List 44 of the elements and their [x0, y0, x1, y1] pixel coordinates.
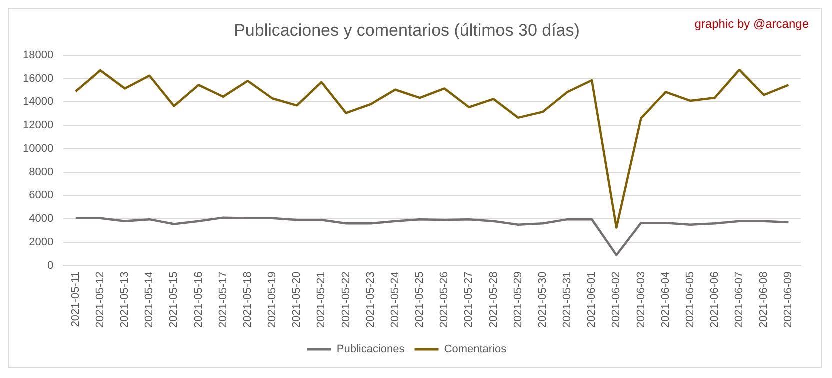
legend-label: Publicaciones — [336, 344, 406, 356]
x-tick-label: 2021-05-22 — [340, 272, 352, 328]
text: graphic by @arcange — [694, 17, 809, 31]
x-tick-label: 2021-05-25 — [414, 272, 426, 328]
x-tick-label: 2021-05-18 — [242, 272, 254, 328]
x-tick-label: 2021-06-03 — [635, 272, 648, 328]
x-tick-label: 2021-05-30 — [536, 272, 549, 328]
y-tick-label: 10000 — [22, 142, 54, 155]
x-tick-label: 2021-05-13 — [119, 272, 132, 328]
y-tick-label: 16000 — [22, 72, 54, 85]
y-tick-label: 6000 — [29, 190, 54, 202]
x-tick-label: 2021-06-08 — [758, 272, 770, 328]
chart-title: Publicaciones y comentarios (últimos 30 días) — [234, 20, 580, 40]
x-tick-label: 2021-06-07 — [734, 272, 746, 328]
x-tick-label: 2021-05-15 — [168, 272, 180, 328]
y-tick-label: 12000 — [22, 120, 54, 132]
x-tick-label: 2021-05-20 — [291, 272, 304, 328]
y-tick-label: 8000 — [29, 166, 54, 178]
x-tick-label: 2021-05-16 — [192, 272, 205, 328]
x-tick-label: 2021-05-17 — [217, 272, 230, 328]
x-tick-label: 2021-06-06 — [709, 272, 721, 328]
x-tick-label: 2021-05-23 — [364, 272, 377, 328]
x-tick-label: 2021-06-09 — [782, 272, 795, 328]
x-tick-label: 2021-05-28 — [488, 272, 500, 328]
x-tick-label: 2021-06-05 — [684, 272, 696, 328]
x-tick-label: 2021-05-19 — [266, 272, 279, 328]
x-tick-label: 2021-05-11 — [70, 272, 82, 328]
x-tick-label: 2021-05-24 — [389, 272, 402, 328]
legend-label: Comentarios — [444, 344, 508, 356]
y-tick-label: 18000 — [22, 49, 54, 62]
x-tick-label: 2021-05-31 — [562, 272, 574, 328]
x-tick-label: 2021-06-04 — [660, 272, 672, 328]
x-tick-label: 2021-05-21 — [316, 272, 328, 328]
y-tick-label: 2000 — [29, 236, 54, 248]
x-tick-label: 2021-05-26 — [438, 272, 451, 328]
x-tick-label: 2021-05-29 — [512, 272, 524, 328]
x-tick-label: 2021-06-02 — [610, 272, 623, 328]
y-tick-label: 14000 — [22, 96, 54, 108]
y-tick-label: 4000 — [29, 213, 54, 226]
x-tick-label: 2021-05-14 — [144, 272, 156, 328]
y-tick-label: 0 — [47, 260, 54, 272]
x-tick-label: 2021-05-12 — [94, 272, 106, 328]
x-tick-label: 2021-06-01 — [586, 272, 598, 328]
x-tick-label: 2021-05-27 — [463, 272, 476, 328]
